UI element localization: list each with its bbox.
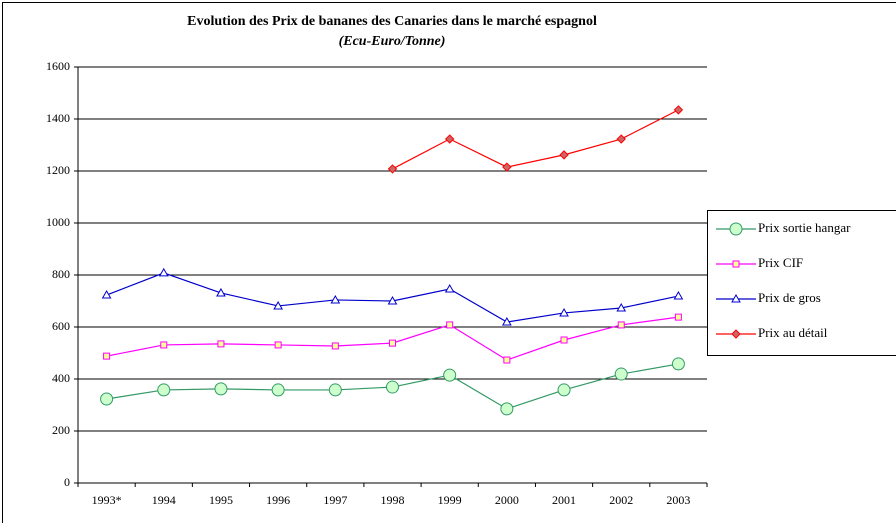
marker <box>331 342 339 350</box>
marker <box>157 383 171 397</box>
y-tick-label: 200 <box>52 423 70 437</box>
y-tick-label: 0 <box>64 475 70 489</box>
x-tick-label: 1999 <box>438 493 462 507</box>
marker <box>674 313 682 321</box>
marker <box>502 317 512 326</box>
legend-label: Prix CIF <box>758 255 803 270</box>
marker <box>446 321 454 329</box>
series-line <box>392 109 679 170</box>
marker <box>101 290 112 299</box>
x-tick-label: 1995 <box>209 493 233 507</box>
marker <box>271 383 285 397</box>
marker <box>103 352 111 360</box>
marker <box>673 291 684 300</box>
marker <box>732 260 740 268</box>
x-tick-label: 1997 <box>323 493 347 507</box>
marker <box>214 382 228 396</box>
y-tick-label: 1400 <box>46 111 70 125</box>
marker <box>217 340 225 348</box>
x-tick-label: 1996 <box>266 493 290 507</box>
y-tick-label: 1000 <box>46 215 70 229</box>
marker <box>443 368 457 382</box>
marker <box>729 222 743 236</box>
marker <box>673 105 684 115</box>
marker <box>671 357 685 371</box>
marker <box>160 341 168 349</box>
chart-subtitle: (Ecu-Euro/Tonne) <box>339 34 446 49</box>
chart-title: Evolution des Prix de bananes des Canari… <box>187 14 597 29</box>
legend-label: Prix sortie hangar <box>758 220 851 235</box>
marker <box>387 295 398 305</box>
marker <box>614 367 628 381</box>
marker <box>444 284 455 293</box>
x-tick-label: 2003 <box>666 493 690 507</box>
x-tick-label: 2001 <box>552 493 576 507</box>
marker <box>158 267 169 277</box>
marker <box>503 356 511 364</box>
marker <box>557 383 571 397</box>
marker <box>616 134 626 144</box>
legend-label: Prix de gros <box>758 290 821 305</box>
x-tick-label: 2002 <box>609 493 633 507</box>
marker <box>559 307 569 317</box>
marker <box>100 392 114 406</box>
x-tick-label: 1993* <box>92 493 122 507</box>
y-tick-label: 400 <box>52 371 70 385</box>
marker <box>389 339 396 347</box>
marker <box>330 294 341 304</box>
y-tick-label: 600 <box>52 319 70 333</box>
marker <box>444 134 455 144</box>
marker <box>559 150 569 160</box>
marker <box>328 383 342 397</box>
marker <box>386 380 399 394</box>
legend-label: Prix au détail <box>758 325 828 340</box>
marker <box>274 341 282 349</box>
marker <box>731 293 741 303</box>
y-tick-label: 1600 <box>46 59 70 73</box>
marker <box>273 300 283 310</box>
marker <box>731 329 741 339</box>
marker <box>216 287 226 297</box>
marker <box>387 164 398 174</box>
x-tick-label: 1994 <box>152 493 176 507</box>
marker <box>617 321 625 329</box>
x-tick-label: 1998 <box>381 493 405 507</box>
marker <box>560 336 568 344</box>
x-tick-label: 2000 <box>495 493 519 507</box>
marker <box>502 162 512 172</box>
marker <box>616 303 627 312</box>
y-tick-label: 1200 <box>46 163 70 177</box>
y-tick-label: 800 <box>52 267 70 281</box>
marker <box>500 402 514 416</box>
